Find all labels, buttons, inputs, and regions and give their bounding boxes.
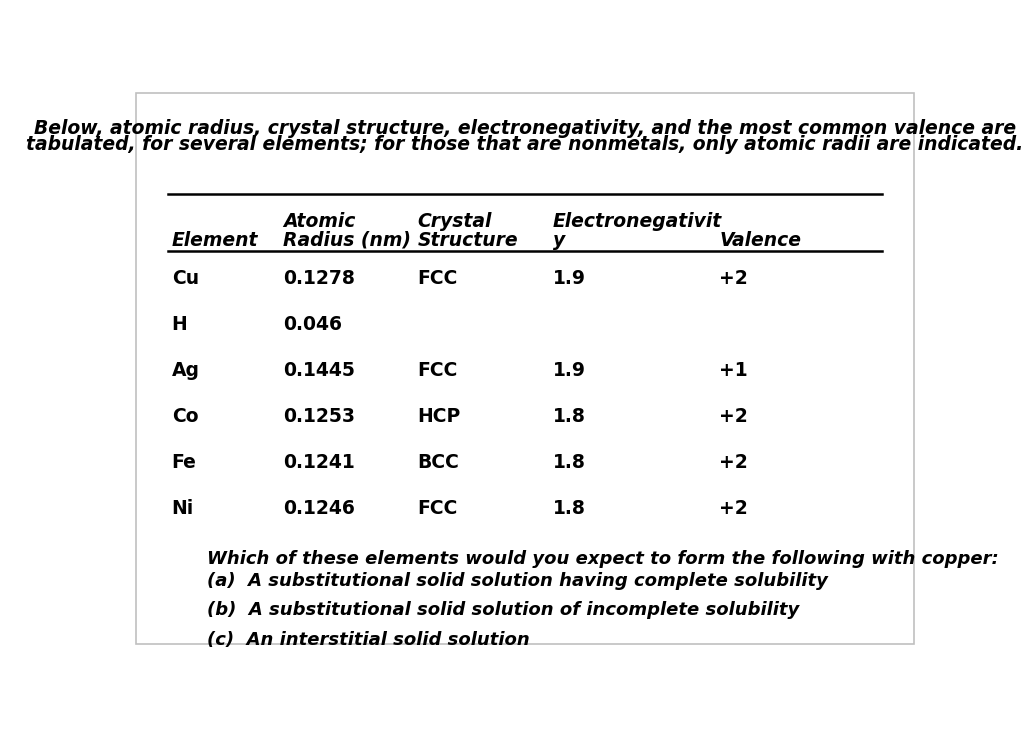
Text: Ni: Ni bbox=[172, 499, 194, 518]
Text: 1.9: 1.9 bbox=[553, 361, 586, 380]
Text: Atomic: Atomic bbox=[283, 212, 355, 231]
Text: Ag: Ag bbox=[172, 361, 200, 380]
Text: tabulated, for several elements; for those that are nonmetals, only atomic radii: tabulated, for several elements; for tho… bbox=[27, 135, 1023, 154]
FancyBboxPatch shape bbox=[136, 93, 913, 644]
Text: (a)  A substitutional solid solution having complete solubility: (a) A substitutional solid solution havi… bbox=[207, 572, 828, 590]
Text: (b)  A substitutional solid solution of incomplete solubility: (b) A substitutional solid solution of i… bbox=[207, 602, 800, 619]
Text: Crystal: Crystal bbox=[418, 212, 493, 231]
Text: 0.1253: 0.1253 bbox=[283, 407, 354, 426]
Text: Below, atomic radius, crystal structure, electronegativity, and the most common : Below, atomic radius, crystal structure,… bbox=[34, 118, 1016, 137]
Text: Co: Co bbox=[172, 407, 199, 426]
Text: Which of these elements would you expect to form the following with copper:: Which of these elements would you expect… bbox=[207, 550, 999, 568]
Text: FCC: FCC bbox=[418, 269, 458, 288]
Text: 0.1278: 0.1278 bbox=[283, 269, 354, 288]
Text: +2: +2 bbox=[719, 407, 748, 426]
Text: FCC: FCC bbox=[418, 361, 458, 380]
Text: Radius (nm): Radius (nm) bbox=[283, 231, 411, 250]
Text: Electronegativit: Electronegativit bbox=[553, 212, 722, 231]
Text: +2: +2 bbox=[719, 269, 748, 288]
Text: HCP: HCP bbox=[418, 407, 461, 426]
Text: 0.1246: 0.1246 bbox=[283, 499, 354, 518]
Text: Cu: Cu bbox=[172, 269, 199, 288]
Text: 0.1445: 0.1445 bbox=[283, 361, 354, 380]
Text: BCC: BCC bbox=[418, 453, 460, 472]
Text: 1.9: 1.9 bbox=[553, 269, 586, 288]
Text: 1.8: 1.8 bbox=[553, 499, 586, 518]
Text: FCC: FCC bbox=[418, 499, 458, 518]
Text: +2: +2 bbox=[719, 499, 748, 518]
Text: +1: +1 bbox=[719, 361, 748, 380]
Text: Valence: Valence bbox=[719, 231, 801, 250]
Text: (c)  An interstitial solid solution: (c) An interstitial solid solution bbox=[207, 631, 530, 648]
Text: Fe: Fe bbox=[172, 453, 197, 472]
Text: y: y bbox=[553, 231, 565, 250]
Text: Structure: Structure bbox=[418, 231, 518, 250]
Text: Element: Element bbox=[172, 231, 258, 250]
Text: 0.046: 0.046 bbox=[283, 315, 342, 334]
Text: H: H bbox=[172, 315, 187, 334]
Text: 1.8: 1.8 bbox=[553, 453, 586, 472]
Text: 0.1241: 0.1241 bbox=[283, 453, 354, 472]
Text: +2: +2 bbox=[719, 453, 748, 472]
Text: 1.8: 1.8 bbox=[553, 407, 586, 426]
